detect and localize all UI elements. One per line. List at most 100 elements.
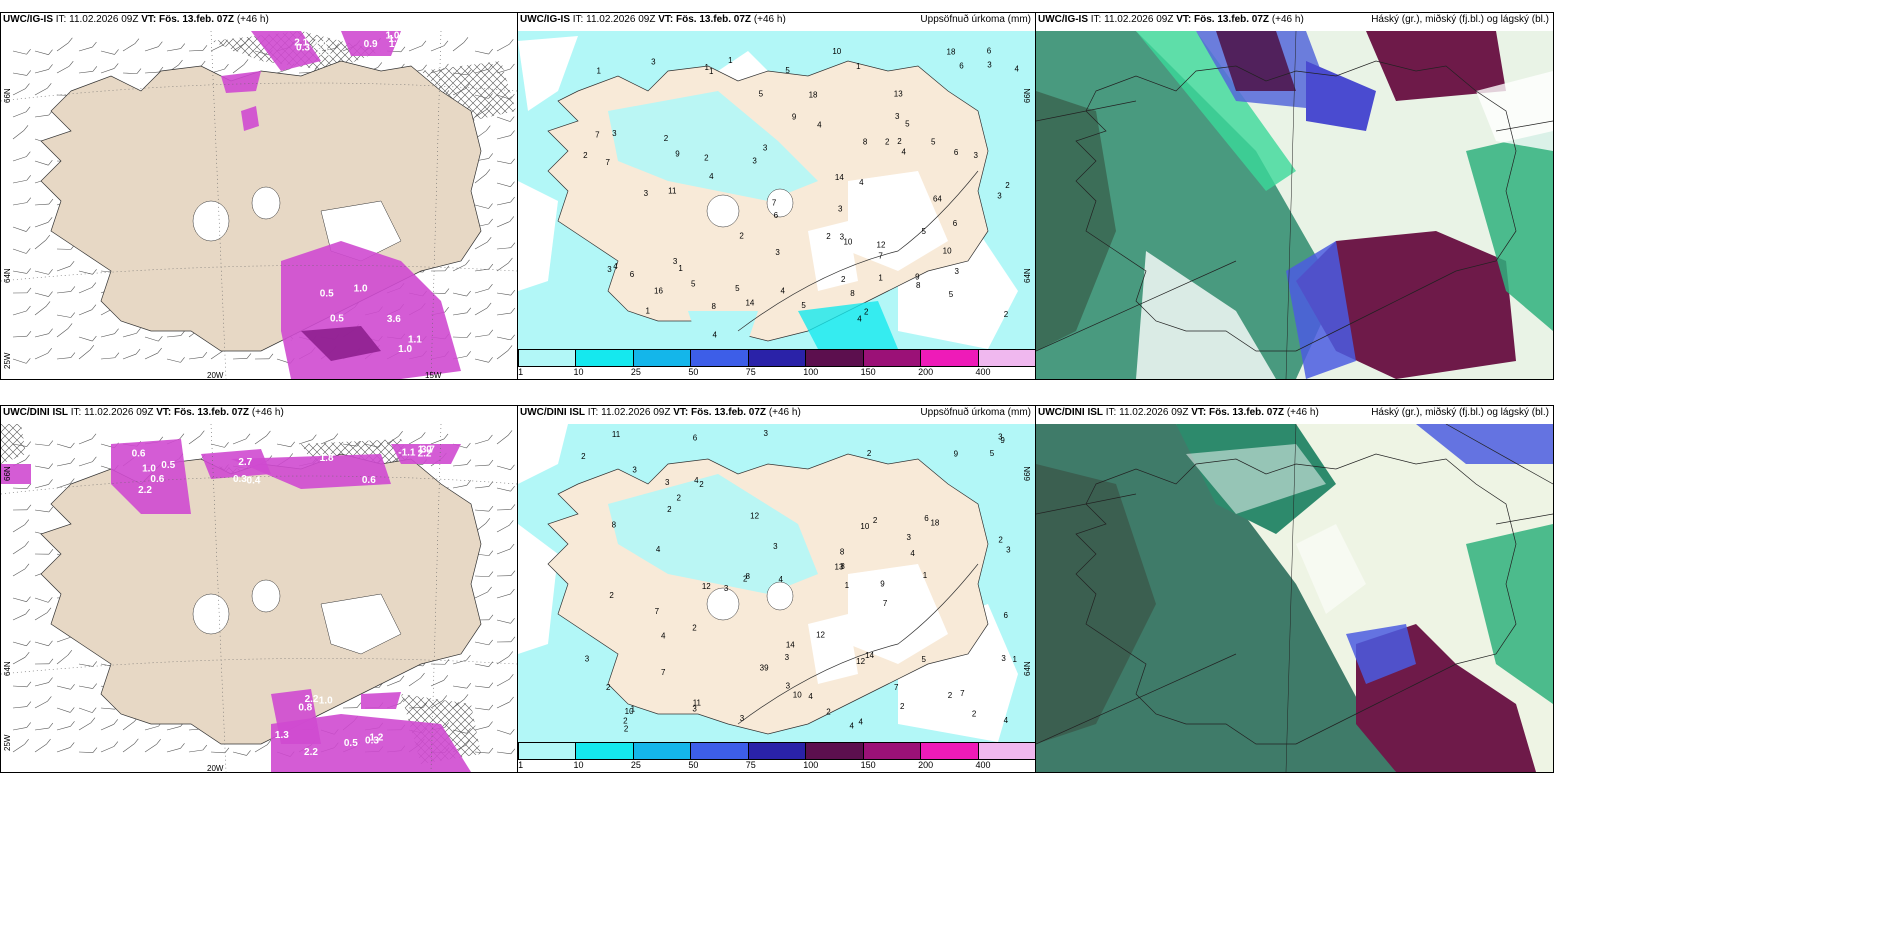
precip-amount-label: 7 bbox=[655, 607, 660, 616]
panel-title: UWC/IG-IS IT: 11.02.2026 09Z VT: Fös. 13… bbox=[3, 14, 269, 25]
precip-amount-label: 6 bbox=[630, 270, 635, 279]
precip-amount-label: 14 bbox=[835, 173, 844, 182]
wind-barb bbox=[430, 292, 446, 294]
wind-barb bbox=[496, 182, 511, 187]
wind-barb bbox=[12, 685, 27, 688]
wind-barb bbox=[474, 358, 489, 363]
colorbar-tick-label: 100 bbox=[803, 760, 819, 770]
colorbar-swatch bbox=[920, 743, 978, 759]
precip-value-label: 0.3 bbox=[296, 43, 310, 54]
wind-barb bbox=[496, 312, 511, 316]
panel-title: UWC/DINI ISL IT: 11.02.2026 09Z VT: Fös.… bbox=[3, 407, 284, 418]
colorbar-tick-label: 75 bbox=[745, 367, 756, 377]
precip-amount-label: 4 bbox=[1004, 716, 1009, 725]
wind-barb bbox=[12, 613, 26, 621]
precip-amount-label: 8 bbox=[916, 281, 921, 290]
wind-barb bbox=[496, 729, 511, 735]
precip-value-label: 1.0 bbox=[386, 31, 400, 41]
precip-amount-label: 3 bbox=[651, 58, 656, 67]
precip-amount-label: 4 bbox=[656, 545, 661, 554]
precip-value-label: 2.2 bbox=[305, 694, 319, 705]
colorbar-ticks: 1 10 25 50 75 100 150 200 400 bbox=[518, 760, 1035, 770]
precip-amount-label: 18 bbox=[809, 91, 818, 100]
wind-barb bbox=[100, 333, 115, 338]
wind-barb bbox=[276, 443, 291, 448]
precip-area bbox=[111, 439, 191, 514]
vt-value: Fös. 13.feb. 07Z bbox=[1209, 407, 1285, 418]
lon-label: 25W bbox=[3, 352, 12, 369]
lon-label: 20W bbox=[207, 371, 224, 380]
precip-amount-label: 5 bbox=[990, 449, 995, 458]
wind-barb bbox=[12, 568, 26, 577]
wind-barb bbox=[166, 748, 181, 753]
it-label: IT: bbox=[1090, 14, 1102, 25]
precip-amount-label: 2 bbox=[624, 725, 629, 734]
wind-barb bbox=[496, 350, 509, 360]
wind-barb bbox=[474, 50, 489, 55]
wind-barb bbox=[474, 641, 489, 646]
precip-amount-label: 5 bbox=[931, 138, 936, 147]
precip-amount-label: 1 bbox=[709, 67, 714, 76]
wind-barb bbox=[496, 751, 511, 755]
panel-dini-wind-precip: UWC/DINI ISL IT: 11.02.2026 09Z VT: Fös.… bbox=[0, 405, 518, 773]
field-title: Uppsöfnuð úrkoma (mm) bbox=[920, 14, 1031, 25]
precip-value-label: 0.5 bbox=[344, 738, 358, 749]
precip-value-label: 0.6 bbox=[132, 449, 146, 460]
precip-value-label: 1.0 bbox=[319, 695, 333, 706]
precip-amount-label: 4 bbox=[780, 287, 785, 296]
map-canvas: 3411763122312910832138332129810187341174… bbox=[518, 424, 1035, 742]
precip-amount-label: 10 bbox=[832, 47, 841, 56]
colorbar-tick-label: 10 bbox=[573, 367, 584, 377]
wind-barb bbox=[34, 222, 49, 228]
precip-amount-label: 4 bbox=[901, 147, 906, 156]
panel-ig-is-accum-precip: UWC/IG-IS IT: 11.02.2026 09Z VT: Fös. 13… bbox=[517, 12, 1036, 380]
precip-value-label: 1.0 bbox=[398, 344, 412, 355]
map-area: 2.1 1.2 1.0 1.1 0.3 1.5 0.5 3.6 0.5 1.0 0.5 1.0 2.9 0… bbox=[1, 31, 517, 379]
model-name: UWC/DINI ISL bbox=[3, 407, 68, 418]
lat-label: 66N bbox=[1023, 88, 1032, 103]
colorbar-tick-label: 75 bbox=[745, 760, 756, 770]
wind-barb bbox=[34, 114, 49, 118]
precip-amount-label: 3 bbox=[998, 433, 1003, 442]
precip-amount-label: 2 bbox=[998, 536, 1003, 545]
wind-barb bbox=[496, 160, 511, 165]
hatch-area bbox=[421, 61, 516, 121]
wind-barb bbox=[452, 312, 467, 316]
precip-amount-label: 4 bbox=[859, 178, 864, 187]
precip-amount-label: 4 bbox=[712, 330, 717, 339]
wind-barb bbox=[78, 461, 93, 467]
it-value: 11.02.2026 09Z bbox=[601, 407, 671, 418]
wind-barb bbox=[474, 509, 489, 512]
wind-barb bbox=[430, 680, 444, 687]
precip-amount-label: 3 bbox=[954, 267, 959, 276]
precip-value-label: 1.0 bbox=[418, 444, 432, 455]
precip-value-label: 3.7 bbox=[421, 445, 435, 456]
precip-amount-label: 2 bbox=[841, 275, 846, 284]
wind-barb bbox=[232, 64, 245, 74]
precip-amount-label: 8 bbox=[612, 521, 617, 530]
wind-barb bbox=[166, 335, 181, 338]
wind-barb bbox=[122, 43, 136, 52]
wind-barb bbox=[474, 241, 488, 250]
wind-barb bbox=[188, 749, 203, 753]
wind-barb bbox=[474, 575, 489, 577]
wind-barb bbox=[12, 179, 27, 184]
wind-barb bbox=[34, 87, 48, 96]
precip-amount-label: 11 bbox=[693, 699, 702, 708]
wind-barb bbox=[12, 88, 26, 96]
wind-barb bbox=[34, 701, 48, 709]
precip-amount-label: 6 bbox=[987, 46, 992, 55]
wind-barb bbox=[210, 350, 223, 360]
precip-amount-label: 3 bbox=[785, 653, 790, 662]
wind-barb bbox=[12, 130, 25, 140]
colorbar-swatch bbox=[575, 350, 633, 366]
wind-barb bbox=[496, 247, 511, 250]
wind-barb bbox=[474, 486, 489, 489]
precip-value-label: 0.4 bbox=[247, 476, 261, 487]
map-canvas: 2.1 1.21.01.10.3 1.50.5 3.60.51.00.51.02.9 0… bbox=[1, 31, 517, 379]
wind-barb bbox=[496, 593, 511, 599]
wind-barb bbox=[12, 727, 27, 731]
precip-amount-label: 3 bbox=[997, 192, 1002, 201]
colorbar-ticks: 1 10 25 50 75 100 150 200 400 bbox=[518, 367, 1035, 377]
wind-barb bbox=[56, 747, 71, 753]
